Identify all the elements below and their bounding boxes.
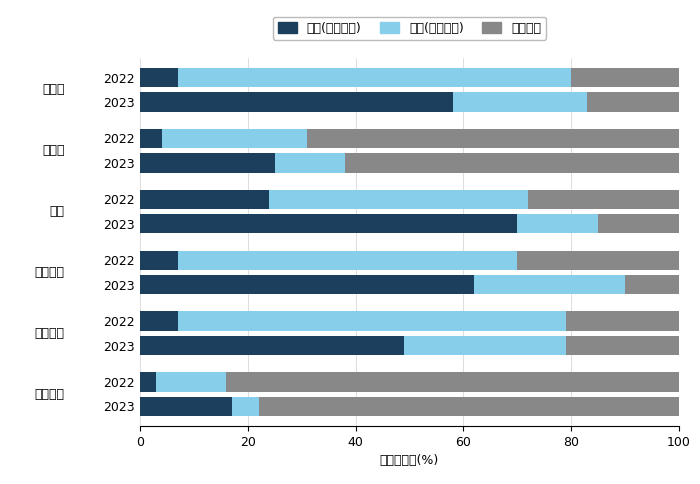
Bar — [140, 251, 178, 270]
Bar — [140, 92, 453, 112]
Bar — [140, 153, 274, 173]
Bar — [232, 397, 258, 416]
Bar — [156, 372, 226, 392]
Bar — [140, 68, 178, 87]
X-axis label: パーセント(%): パーセント(%) — [380, 454, 439, 467]
Text: 保育参観: 保育参観 — [34, 266, 64, 279]
Bar — [140, 372, 156, 392]
Text: 遠足: 遠足 — [50, 205, 64, 218]
Bar — [566, 336, 679, 355]
Bar — [404, 336, 566, 355]
Bar — [474, 275, 625, 294]
Bar — [517, 251, 679, 270]
Bar — [140, 214, 517, 233]
Bar — [258, 397, 679, 416]
Bar — [178, 68, 571, 87]
Bar — [140, 190, 270, 209]
Bar — [140, 311, 178, 331]
Bar — [571, 68, 679, 87]
Bar — [587, 92, 679, 112]
Bar — [162, 129, 307, 148]
Bar — [270, 190, 528, 209]
Bar — [517, 214, 598, 233]
Bar — [178, 311, 566, 331]
Text: 運動会: 運動会 — [42, 83, 64, 96]
Bar — [178, 251, 517, 270]
Bar — [598, 214, 679, 233]
Bar — [566, 311, 679, 331]
Bar — [625, 275, 679, 294]
Bar — [345, 153, 679, 173]
Bar — [307, 129, 679, 148]
Bar — [140, 129, 162, 148]
Bar — [140, 275, 474, 294]
Bar — [274, 153, 345, 173]
Bar — [453, 92, 587, 112]
Legend: 開催(制限なし), 開催(制限あり), 開催せず: 開催(制限なし), 開催(制限あり), 開催せず — [273, 16, 546, 40]
Text: お遊戯会: お遊戯会 — [34, 327, 64, 340]
Bar — [140, 336, 404, 355]
Bar — [528, 190, 679, 209]
Text: お泊り会: お泊り会 — [34, 388, 64, 401]
Bar — [226, 372, 679, 392]
Text: 文化祭: 文化祭 — [42, 144, 64, 157]
Bar — [140, 397, 232, 416]
